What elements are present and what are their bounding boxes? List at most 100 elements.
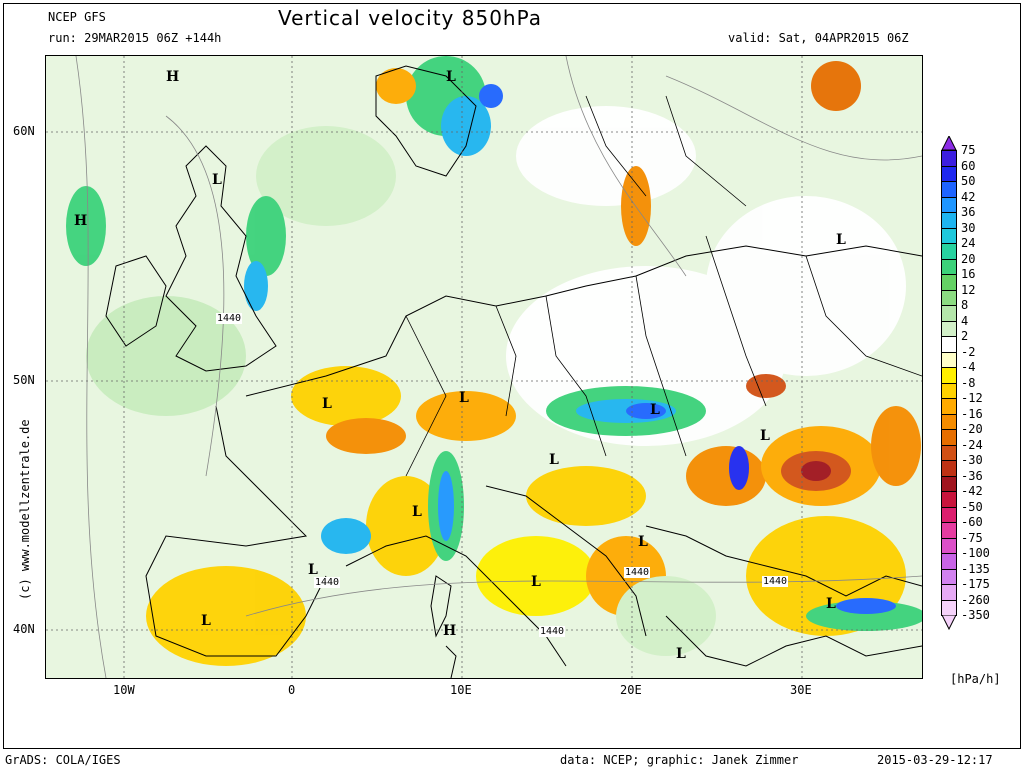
- contour-label: 1440: [624, 567, 651, 578]
- colorbar-swatch: [941, 150, 957, 167]
- colorbar-swatch: [941, 553, 957, 570]
- colorbar-swatch: [941, 289, 957, 306]
- lon-label: 20E: [620, 683, 642, 697]
- colorbar-swatch: [941, 243, 957, 260]
- colorbar-bottom-arrow: [941, 615, 957, 631]
- plot-frame: [3, 3, 1021, 749]
- colorbar-level-label: 12: [961, 282, 976, 297]
- low-pressure-label: L: [459, 390, 469, 406]
- colorbar-level-label: 24: [961, 236, 976, 250]
- colorbar-swatch: [941, 475, 957, 492]
- low-pressure-label: L: [212, 172, 222, 188]
- colorbar-level-label: -135: [961, 561, 990, 576]
- low-pressure-label: L: [676, 646, 686, 662]
- high-pressure-label: H: [74, 213, 88, 229]
- colorbar-swatch: [941, 274, 957, 291]
- low-pressure-label: L: [412, 504, 422, 520]
- colorbar-level-label: 42: [961, 189, 976, 204]
- colorbar-swatch: [941, 258, 957, 275]
- colorbar-swatch: [941, 382, 957, 399]
- footer-software: GrADS: COLA/IGES: [5, 753, 121, 767]
- map-canvas: [46, 56, 922, 678]
- colorbar-swatch: [941, 196, 957, 213]
- colorbar-level-label: -20: [961, 422, 983, 436]
- high-pressure-label: H: [166, 69, 180, 85]
- model-name: NCEP GFS: [48, 10, 106, 24]
- colorbar-level-label: 20: [961, 251, 976, 266]
- colorbar-unit: [hPa/h]: [950, 672, 1001, 686]
- map-title: Vertical velocity 850hPa: [278, 6, 543, 30]
- colorbar-level-label: 8: [961, 298, 969, 312]
- colorbar-swatch: [941, 413, 957, 430]
- colorbar-swatch: [941, 181, 957, 198]
- colorbar-swatch: [941, 320, 957, 337]
- copyright-text: (c) www.modellzentrale.de: [18, 419, 32, 600]
- low-pressure-label: L: [650, 402, 660, 418]
- colorbar-level-label: 60: [961, 158, 976, 173]
- colorbar-level-label: 2: [961, 329, 969, 343]
- colorbar-swatch: [941, 506, 957, 523]
- colorbar-swatch: [941, 398, 957, 415]
- low-pressure-label: L: [836, 232, 846, 248]
- low-pressure-label: L: [549, 452, 559, 468]
- colorbar-level-label: -75: [961, 530, 983, 545]
- low-pressure-label: L: [760, 428, 770, 444]
- colorbar-swatch: [941, 568, 957, 585]
- colorbar-swatch: [941, 522, 957, 539]
- colorbar-level-label: 50: [961, 174, 976, 188]
- colorbar-level-label: -30: [961, 453, 983, 467]
- colorbar-level-label: -50: [961, 499, 983, 514]
- colorbar-level-label: -4: [961, 360, 976, 374]
- colorbar-swatch: [941, 336, 957, 353]
- colorbar-level-label: -350: [961, 608, 990, 622]
- colorbar-swatch: [941, 491, 957, 508]
- lon-label: 10W: [113, 683, 135, 697]
- colorbar-swatch: [941, 305, 957, 322]
- colorbar-swatch: [941, 460, 957, 477]
- colorbar-level-label: 16: [961, 267, 976, 281]
- valid-time: valid: Sat, 04APR2015 06Z: [728, 31, 909, 45]
- colorbar-level-label: -60: [961, 515, 983, 529]
- colorbar-swatch: [941, 537, 957, 554]
- contour-label: 1440: [762, 576, 789, 587]
- contour-label: 1440: [216, 313, 243, 324]
- high-pressure-label: H: [443, 623, 457, 639]
- colorbar-level-label: -42: [961, 484, 983, 498]
- colorbar-swatch: [941, 444, 957, 461]
- colorbar-swatch: [941, 227, 957, 244]
- colorbar-swatch: [941, 367, 957, 384]
- colorbar-level-label: 75: [961, 143, 976, 157]
- colorbar-swatch: [941, 584, 957, 601]
- lat-label: 40N: [13, 622, 35, 636]
- lon-label: 0: [288, 683, 296, 697]
- contour-label: 1440: [539, 626, 566, 637]
- low-pressure-label: L: [826, 596, 836, 612]
- low-pressure-label: L: [638, 534, 648, 550]
- lat-label: 50N: [13, 373, 35, 387]
- coastlines: [105, 65, 922, 678]
- low-pressure-label: L: [322, 396, 332, 412]
- run-info: run: 29MAR2015 06Z +144h: [48, 31, 222, 45]
- colorbar-level-label: -175: [961, 577, 990, 591]
- colorbar-swatch: [941, 165, 957, 182]
- low-pressure-label: L: [446, 69, 456, 85]
- lat-label: 60N: [13, 124, 35, 138]
- lon-label: 10E: [450, 683, 472, 697]
- colorbar-swatch: [941, 212, 957, 229]
- colorbar-level-label: -12: [961, 391, 983, 405]
- colorbar-level-label: 36: [961, 205, 976, 219]
- contour-label: 1440: [314, 577, 341, 588]
- colorbar-level-label: -16: [961, 406, 983, 421]
- borders: [405, 95, 922, 477]
- colorbar-swatch: [941, 351, 957, 368]
- contours: [75, 56, 922, 678]
- colorbar-level-label: -100: [961, 546, 990, 560]
- colorbar-level-label: 4: [961, 313, 969, 328]
- velocity-field: [66, 56, 922, 666]
- low-pressure-label: L: [531, 574, 541, 590]
- low-pressure-label: L: [201, 613, 211, 629]
- colorbar-level-label: -260: [961, 592, 990, 607]
- colorbar-level-label: 30: [961, 220, 976, 235]
- footer-credits: data: NCEP; graphic: Janek Zimmer: [560, 753, 799, 767]
- colorbar-level-label: -24: [961, 437, 983, 452]
